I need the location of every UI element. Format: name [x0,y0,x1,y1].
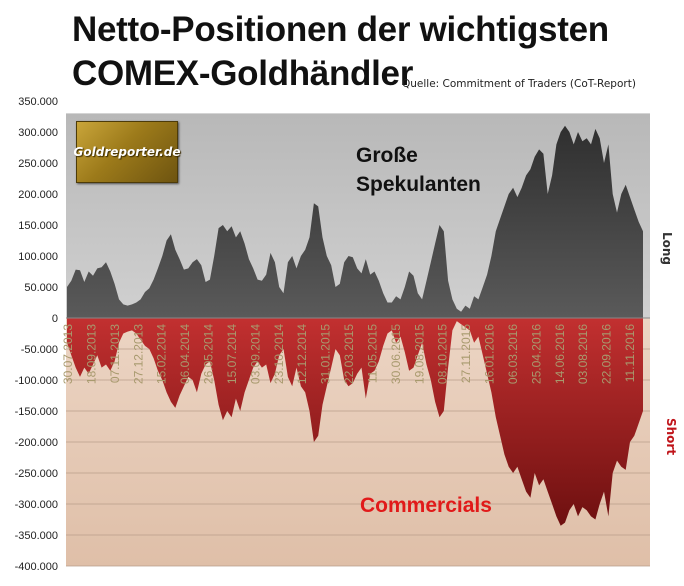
x-tick-label: 31.01.2015 [319,324,333,384]
x-tick-label: 27.11.2015 [459,324,473,383]
y-tick-label: 150.000 [18,220,58,232]
x-tick-label: 03.09.2014 [248,324,262,384]
series-speculators-area [67,125,643,318]
x-tick-label: 16.01.2016 [483,324,497,384]
y-tick-label: 100.000 [18,251,58,263]
y-tick-label: -250.000 [15,468,58,480]
x-tick-label: 30.07.2013 [61,324,75,384]
x-tick-label: 27.12.2013 [131,324,145,384]
x-tick-label: 11.05.2015 [365,324,379,383]
y-tick-label: -50.000 [21,344,58,356]
y-tick-label: -150.000 [15,406,58,418]
series-commercials-area [67,318,643,526]
y-tick-label: 350.000 [18,96,58,108]
y-tick-label: -200.000 [15,437,58,449]
x-tick-label: 30.06.2015 [389,324,403,384]
x-tick-label: 15.07.2014 [225,324,239,384]
x-tick-label: 26.05.2014 [202,324,216,384]
x-tick-label: 06.03.2016 [506,324,520,384]
long-axis-label: Long [660,232,674,266]
x-tick-label: 12.12.2014 [295,324,309,384]
x-axis-ticks: 30.07.2013 18.09.2013 07.11.2013 27.12.2013… [61,324,637,384]
x-tick-label: 15.02.2014 [155,324,169,384]
speculators-label-line1: Große [356,144,418,167]
y-tick-label: 50.000 [24,282,58,294]
x-tick-label: 22.09.2016 [600,324,614,384]
x-tick-label: 23.10.2014 [272,324,286,384]
commercials-label: Commercials [360,494,492,517]
y-tick-label: 0 [52,313,58,325]
x-tick-label: 14.06.2016 [553,324,567,384]
speculators-label-line2: Spekulanten [356,173,481,196]
goldreporter-logo: Goldreporter.de [73,121,181,183]
x-tick-label: 06.04.2014 [178,324,192,384]
y-tick-label: 250.000 [18,158,58,170]
y-tick-label: -100.000 [15,375,58,387]
x-tick-label: 07.11.2013 [108,324,122,383]
chart-title-line2: COMEX-Goldhändler [72,54,414,93]
y-axis-ticks: 350.000 300.000 250.000 200.000 150.000 100.0… [15,96,58,573]
x-tick-label: 08.10.2015 [436,324,450,384]
short-axis-label: Short [664,418,678,456]
chart-title-line1: Netto-Positionen der wichtigsten [72,10,609,49]
source-note: Quelle: Commitment of Traders (CoT-Repor… [402,78,636,90]
y-tick-label: -300.000 [15,499,58,511]
x-tick-label: 11.11.2016 [623,324,637,383]
y-tick-label: -350.000 [15,530,58,542]
x-tick-label: 03.08.2016 [576,324,590,384]
y-tick-label: 200.000 [18,189,58,201]
y-tick-label: -400.000 [15,561,58,573]
x-tick-label: 19.08.2015 [412,324,426,384]
x-tick-label: 22.03.2015 [342,324,356,384]
y-tick-label: 300.000 [18,127,58,139]
logo-text: Goldreporter.de [73,145,181,159]
speculators-label: Große Spekulanten [356,141,481,199]
x-tick-label: 25.04.2016 [529,324,543,384]
x-tick-label: 18.09.2013 [84,324,98,384]
